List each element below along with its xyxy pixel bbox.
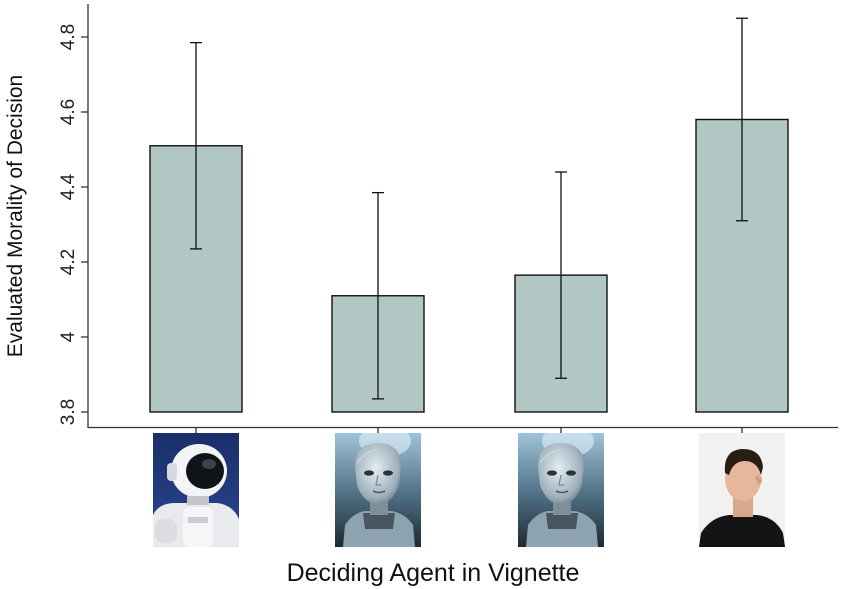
y-axis-title: Evaluated Morality of Decision (4, 75, 27, 357)
y-tick-label: 4.6 (58, 99, 79, 125)
human-man-photo (699, 433, 785, 547)
humanlike-android-face-photo (518, 433, 604, 547)
bar (695, 118, 789, 413)
y-tick-label: 4.2 (58, 249, 79, 275)
humanlike-android-face-photo (335, 433, 421, 547)
x-axis-title: Deciding Agent in Vignette (287, 559, 580, 587)
y-tick-label: 4 (58, 331, 79, 342)
y-tick-label: 4.8 (58, 24, 79, 50)
y-tick-label: 4.4 (58, 173, 79, 200)
y-tick-label: 3.8 (58, 399, 79, 425)
mechanical-humanoid-robot-photo (153, 433, 239, 547)
